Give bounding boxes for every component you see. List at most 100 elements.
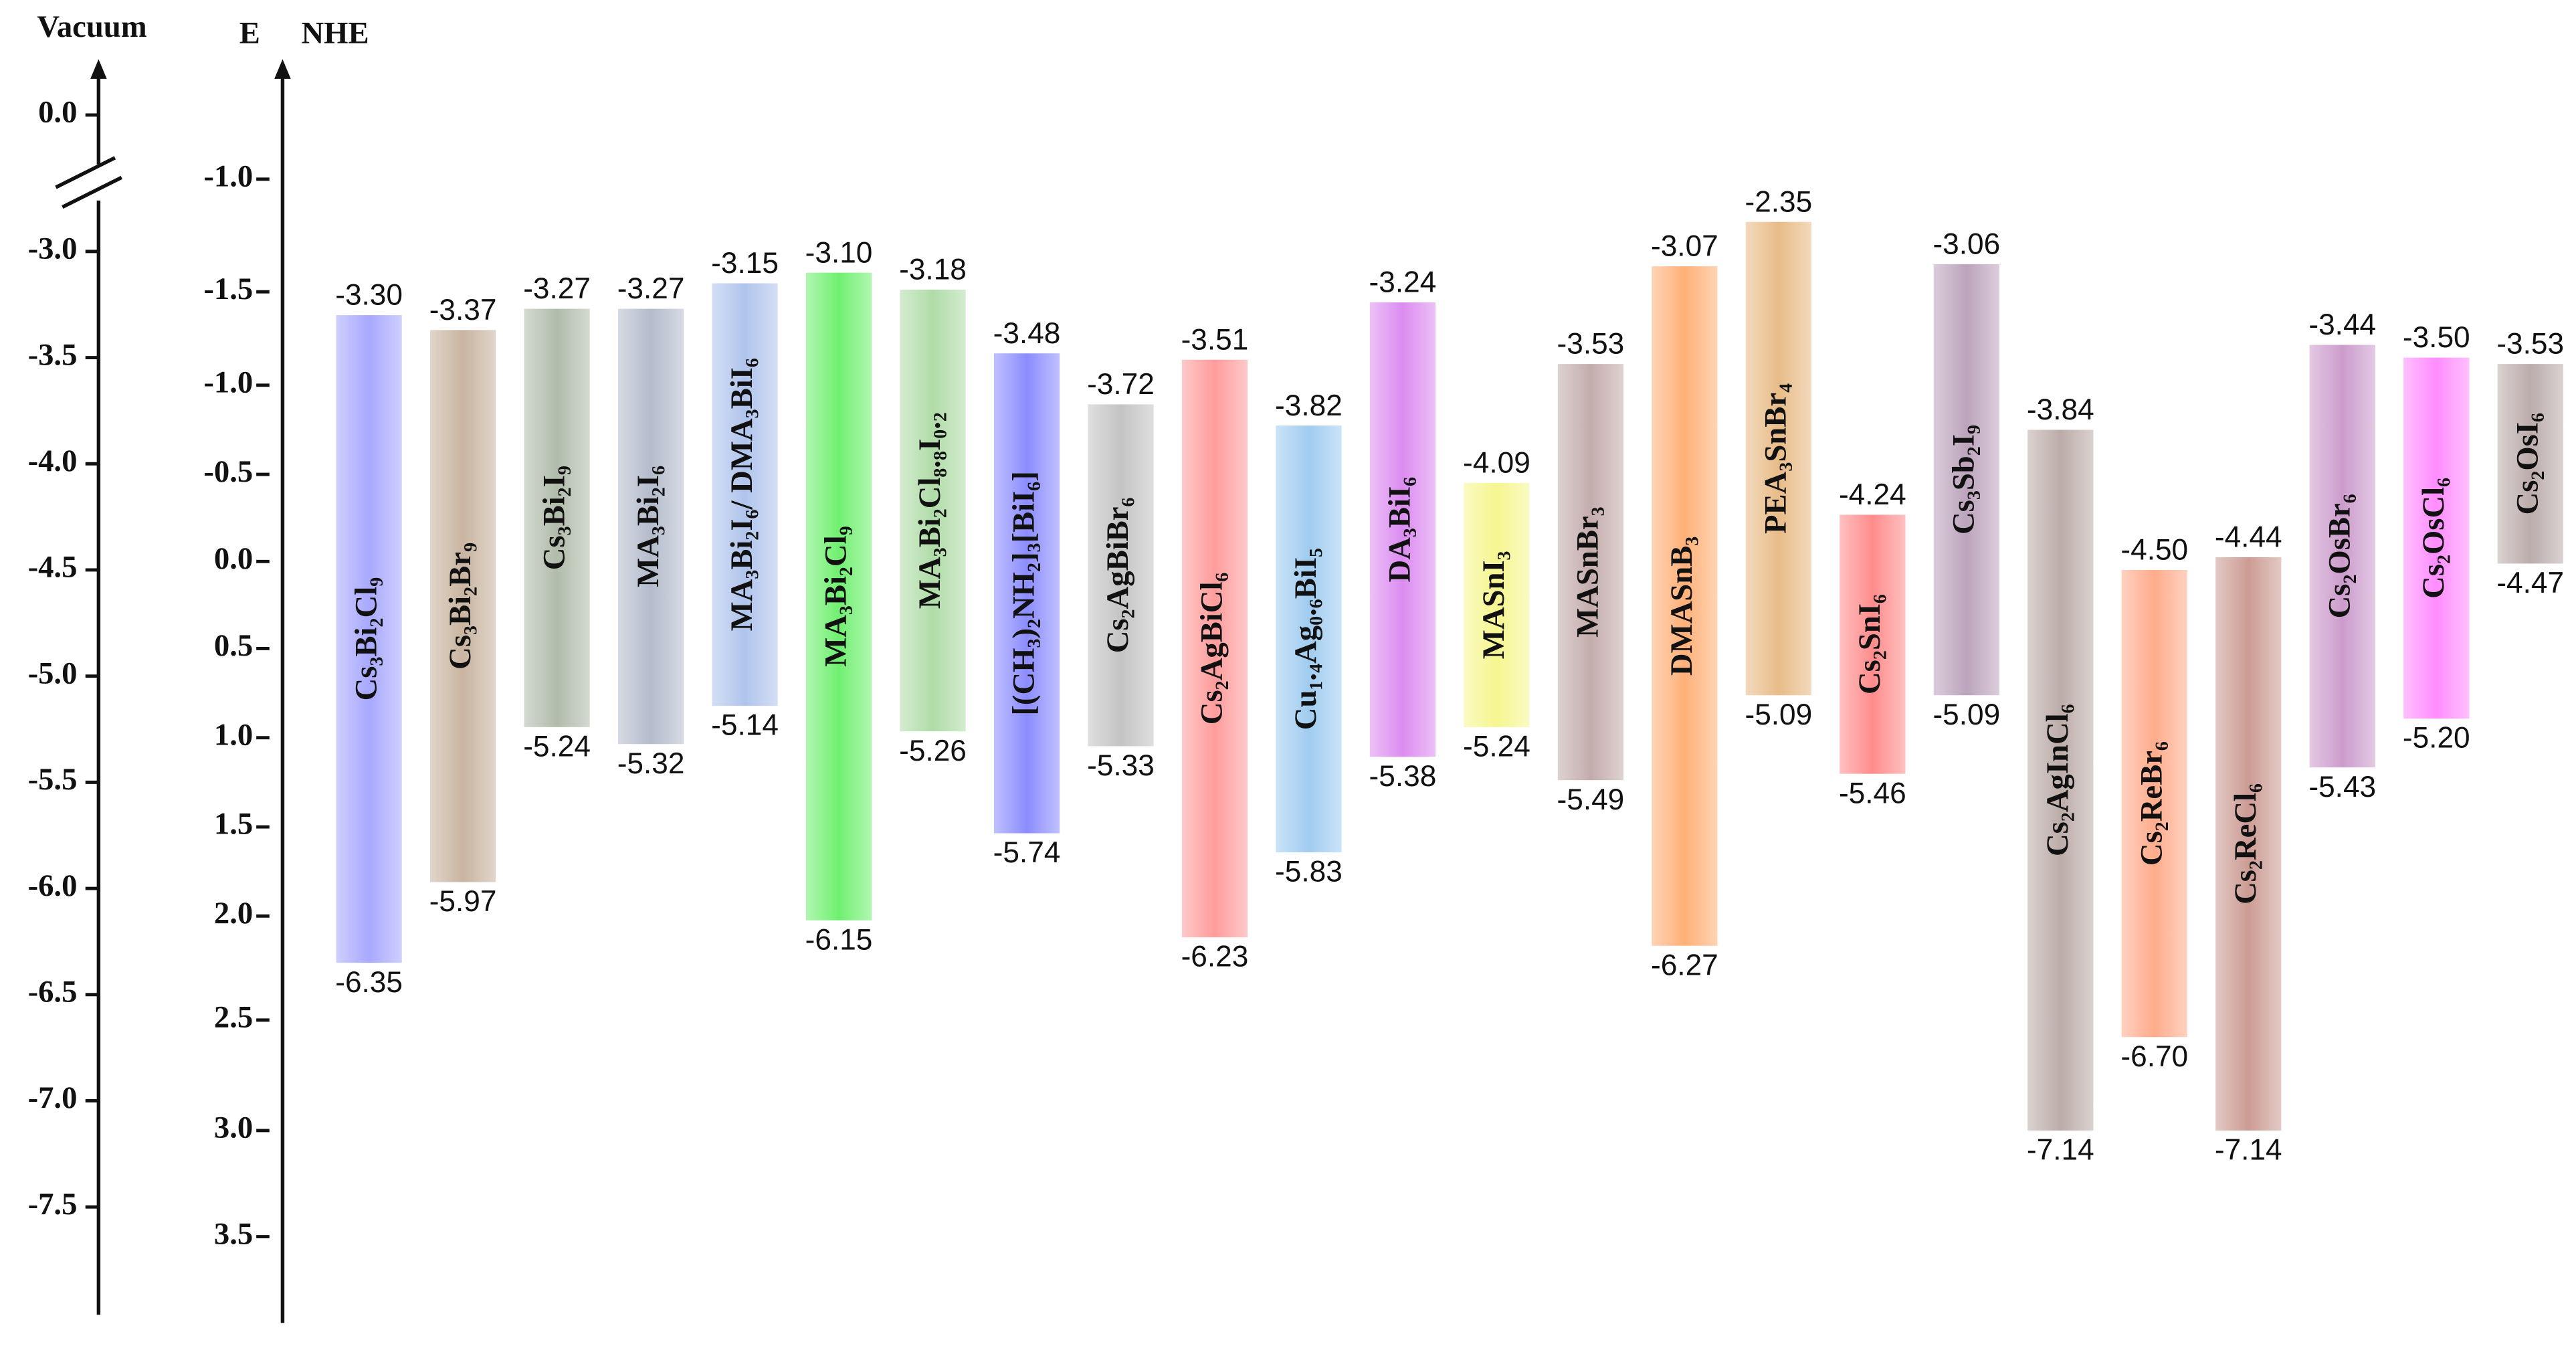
vb-label: -5.38 xyxy=(1369,760,1437,793)
y2-tick-label: -1.0 xyxy=(203,365,253,400)
material-label: DMASnB₃ xyxy=(1664,537,1699,676)
vb-label: -7.14 xyxy=(2027,1134,2094,1167)
material-label: MA₃Bi₂I₆/ DMA₃BiI₆ xyxy=(724,358,759,631)
cb-label: -3.82 xyxy=(1275,389,1343,422)
vb-label: -6.27 xyxy=(1651,949,1718,981)
cb-label: -3.37 xyxy=(429,294,497,326)
vb-label: -6.35 xyxy=(335,966,403,999)
cb-label: -3.84 xyxy=(2027,393,2094,426)
cb-label: -3.53 xyxy=(2496,328,2564,361)
y2-tick-label: 0.0 xyxy=(214,541,253,576)
vb-label: -5.09 xyxy=(1933,698,2000,731)
band-bar xyxy=(1464,482,1530,727)
material-label: Cs₃Bi₂Br₉ xyxy=(443,543,478,670)
vb-label: -5.24 xyxy=(523,730,591,763)
y2-tick-label: 1.0 xyxy=(214,717,253,752)
axis-break-mark xyxy=(62,175,122,209)
material-label: Cs₃Bi₂I₉ xyxy=(536,466,571,570)
band-bar xyxy=(1369,302,1436,757)
material-label: Cs₂OsI₆ xyxy=(2510,413,2545,514)
band-bar xyxy=(2309,345,2375,768)
vb-label: -5.83 xyxy=(1275,856,1343,888)
cb-label: -3.18 xyxy=(899,254,967,286)
y-tick-label: -3.0 xyxy=(28,231,78,266)
y2-tick-label: 3.0 xyxy=(214,1111,253,1145)
material-label: MASnI₃ xyxy=(1476,551,1511,659)
cb-label: -3.27 xyxy=(617,272,685,305)
band-bar xyxy=(1745,221,1811,696)
material-label: MASnBr₃ xyxy=(1571,506,1605,637)
material-label: MA₃Bi₂Cl₈.₈I₀.₂ xyxy=(912,412,947,609)
band-bar xyxy=(2215,557,2282,1131)
y2-tick-label: 0.5 xyxy=(214,628,253,663)
y-tick-label: -6.0 xyxy=(28,868,78,903)
cb-label: -3.30 xyxy=(335,279,403,312)
material-label: PEA₃SnBr₄ xyxy=(1759,383,1793,534)
y-tick-label: -6.5 xyxy=(28,974,78,1009)
material-label: Cu₁.₄Ag₀.₆BiI₅ xyxy=(1288,548,1323,730)
vacuum-arrow xyxy=(90,59,107,79)
y2-tick-label: 3.5 xyxy=(214,1216,253,1251)
band-bar xyxy=(1933,264,1999,696)
vb-label: -6.23 xyxy=(1181,941,1249,973)
y-tick-label: -4.5 xyxy=(28,550,78,585)
band-bar xyxy=(1840,514,1906,774)
material-label: Cs₃Sb₂I₉ xyxy=(1947,425,1981,535)
y-tick-label: -3.5 xyxy=(28,337,78,372)
material-label: Cs₂AgBiCl₆ xyxy=(1195,573,1229,725)
nhe-axis-title: NHE xyxy=(301,16,369,51)
y-tick-label: -7.0 xyxy=(28,1080,78,1115)
material-label: DA₃BiI₆ xyxy=(1383,477,1417,583)
vb-label: -5.09 xyxy=(1745,698,1812,731)
cb-label: -4.09 xyxy=(1463,446,1530,479)
band-bar xyxy=(429,330,496,882)
cb-label: -3.15 xyxy=(711,247,779,280)
material-label: Cs₂ReCl₆ xyxy=(2228,783,2263,904)
vb-label: -6.15 xyxy=(805,923,873,956)
cb-label: -3.27 xyxy=(523,272,591,305)
material-label: Cs₂SnI₆ xyxy=(1852,594,1887,694)
band-bar xyxy=(2027,429,2094,1131)
cb-label: -2.35 xyxy=(1745,185,1812,218)
nhe-arrow xyxy=(274,59,291,79)
band-bar xyxy=(2497,364,2563,564)
cb-label: -3.07 xyxy=(1651,230,1718,263)
y-tick-label: -4.0 xyxy=(28,444,78,478)
y2-tick-label: 2.0 xyxy=(214,896,253,931)
band-bar xyxy=(1181,359,1248,938)
material-label: Cs₂AgBiBr₆ xyxy=(1100,498,1135,654)
e-axis-title: E xyxy=(239,16,260,51)
cb-label: -3.10 xyxy=(805,236,873,269)
cb-label: -3.06 xyxy=(1933,228,2000,261)
vb-label: -5.26 xyxy=(899,735,967,767)
cb-label: -4.24 xyxy=(1839,478,1906,511)
band-bar xyxy=(617,308,684,745)
y-tick-label: -5.0 xyxy=(28,656,78,690)
cb-label: -3.53 xyxy=(1557,328,1625,361)
cb-label: -3.24 xyxy=(1369,266,1437,299)
vb-label: -5.24 xyxy=(1463,730,1530,763)
vb-label: -6.70 xyxy=(2120,1040,2188,1073)
cb-label: -3.44 xyxy=(2308,308,2376,341)
vb-label: -5.49 xyxy=(1557,783,1625,816)
material-label: [(CH₃)₂NH₂]₃[BiI₆] xyxy=(1007,471,1042,715)
y2-tick-label: -1.5 xyxy=(203,272,253,306)
cb-label: -3.50 xyxy=(2403,321,2470,354)
band-bar xyxy=(1276,425,1342,853)
band-bar xyxy=(524,308,590,727)
band-bar xyxy=(336,315,402,963)
band-bar xyxy=(900,290,966,732)
band-bar xyxy=(1652,266,1718,946)
vb-label: -5.32 xyxy=(617,747,685,780)
material-label: Cs₂ReBr₆ xyxy=(2134,741,2169,866)
vb-label: -5.46 xyxy=(1839,777,1906,809)
material-label: MA₃Bi₂Cl₉ xyxy=(819,526,854,666)
band-bar xyxy=(712,283,778,706)
vacuum-axis-title: Vacuum xyxy=(37,9,146,44)
cb-label: -3.48 xyxy=(993,317,1061,350)
material-label: MA₃Bi₂I₆ xyxy=(631,466,666,587)
vb-label: -5.43 xyxy=(2308,771,2376,803)
band-bar xyxy=(1088,404,1154,747)
cb-label: -4.50 xyxy=(2120,534,2188,567)
